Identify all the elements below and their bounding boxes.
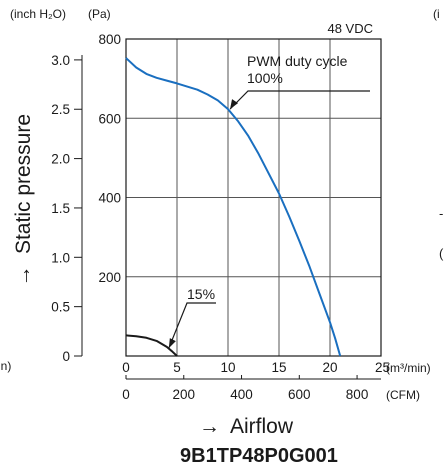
annotation-100: 100%	[247, 70, 283, 86]
leader-arrow-15	[168, 338, 176, 349]
x-ticks-m3: 0 5 10 15 20 25	[122, 360, 390, 375]
x-tick-label-m3: 15	[271, 360, 286, 375]
y-unit-pa: (Pa)	[88, 7, 111, 21]
right-edge-mid-label-1: -	[439, 206, 443, 221]
plot-frame	[125, 38, 382, 357]
leader-arrow-100	[230, 99, 239, 110]
y-tick-label-inch: 0.5	[51, 300, 70, 315]
series-line-pwm-15	[125, 334, 178, 357]
voltage-label: 48 VDC	[327, 21, 373, 36]
x-tick-label-cfm: 800	[346, 387, 369, 402]
y-tick-label-pa: 400	[98, 191, 121, 206]
y-tick-label-pa: 200	[98, 270, 121, 285]
annotation-pwm: PWM duty cycle	[247, 53, 348, 69]
y-tick-label-pa: 600	[98, 111, 121, 126]
leader-line-15	[168, 302, 216, 349]
y-tick-label-inch: 3.0	[51, 53, 70, 68]
annotation-leaders	[168, 90, 370, 349]
y-tick-label-inch: 1.0	[51, 250, 70, 265]
x-axis-title: Airflow	[230, 415, 294, 438]
x-tick-label-m3: 0	[122, 360, 130, 375]
grid-lines	[74, 39, 381, 380]
left-edge-label: in)	[0, 359, 11, 373]
right-edge-top-label: (i	[433, 7, 440, 21]
x-unit-m3: (m³/min)	[386, 361, 431, 375]
x-tick-label-cfm: 200	[173, 387, 196, 402]
x-tick-label-cfm: 400	[230, 387, 253, 402]
x-tick-label-m3: 25	[375, 360, 390, 375]
y-unit-inch: (inch H₂O)	[10, 7, 66, 21]
x-unit-cfm: (CFM)	[386, 388, 420, 402]
y-tick-label-inch: 0	[62, 349, 70, 364]
x-tick-label-m3: 10	[220, 360, 235, 375]
series-line-pwm-100	[125, 57, 342, 357]
x-tick-label-m3: 20	[322, 360, 337, 375]
y-ticks-inch: 0 0.5 1.0 1.5 2.0 2.5 3.0	[51, 53, 70, 364]
chart-title: 9B1TP48P0G001	[180, 445, 338, 467]
x-tick-label-m3: 5	[173, 360, 181, 375]
x-tick-label-cfm: 0	[122, 387, 130, 402]
series-lines	[125, 57, 342, 357]
leader-line-100	[229, 90, 370, 110]
y-tick-label-inch: 2.0	[51, 152, 70, 167]
y-tick-label-inch: 1.5	[51, 201, 70, 216]
annotation-15: 15%	[187, 286, 215, 302]
y-axis-title-group: → Static pressure	[12, 114, 35, 287]
x-tick-label-cfm: 600	[288, 387, 311, 402]
right-edge-mid-label-2: (	[439, 246, 444, 261]
y-ticks-pa: 200 400 600 800	[98, 32, 121, 285]
x-axis-arrow: →	[199, 415, 220, 438]
y-tick-label-inch: 2.5	[51, 102, 70, 117]
y-axis-title: Static pressure	[12, 114, 35, 254]
x-ticks-cfm: 0 200 400 600 800	[122, 387, 368, 402]
y-axis-arrow: →	[12, 266, 35, 287]
y-tick-label-pa: 800	[98, 32, 121, 47]
